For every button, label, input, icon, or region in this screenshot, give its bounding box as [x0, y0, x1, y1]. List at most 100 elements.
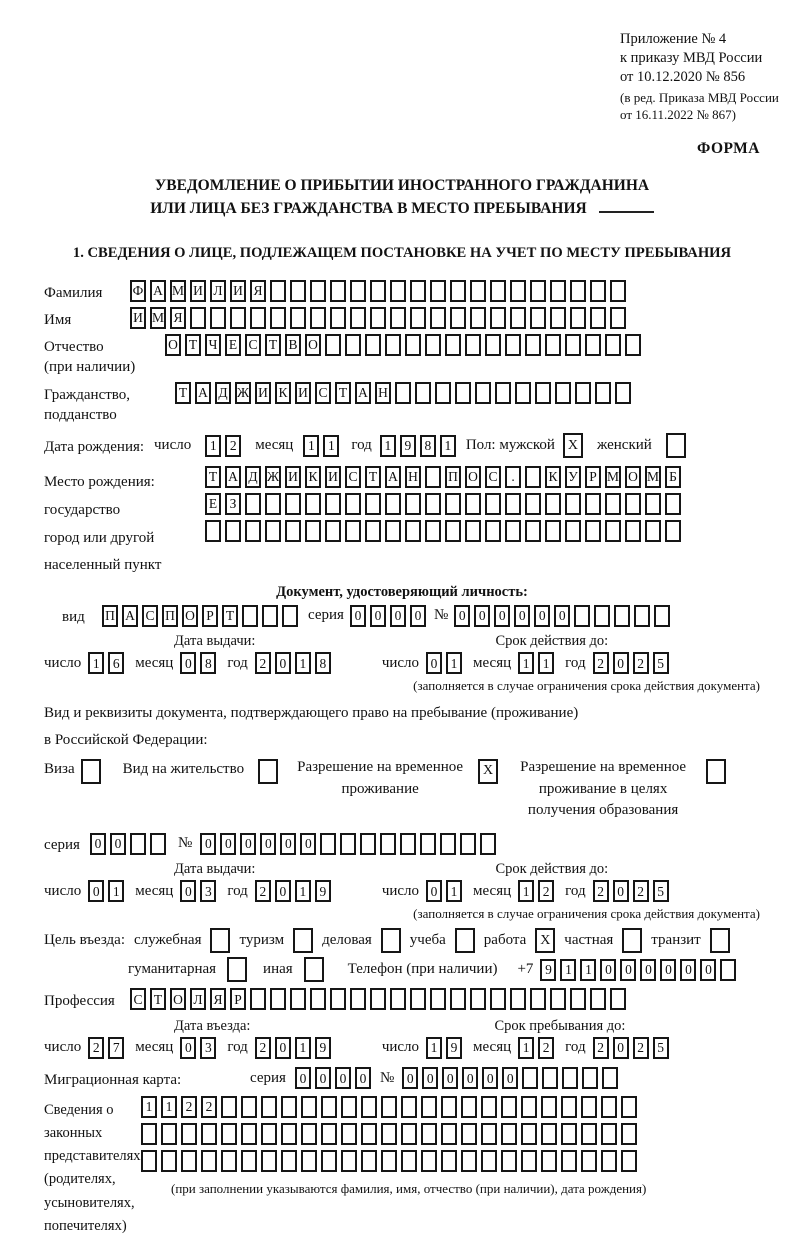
char-cell[interactable]	[582, 1067, 599, 1090]
char-cell[interactable]: П	[162, 604, 178, 627]
char-cell[interactable]: 0	[240, 832, 257, 855]
char-cell[interactable]	[505, 493, 521, 516]
char-cell[interactable]: 2	[538, 1036, 555, 1059]
char-cell[interactable]	[205, 520, 221, 543]
purpose-tourism-checkbox[interactable]	[293, 928, 314, 954]
char-cell[interactable]: 3	[200, 1036, 217, 1059]
char-cell[interactable]: Б	[665, 466, 681, 489]
char-cell[interactable]: 0	[402, 1067, 419, 1090]
char-cell[interactable]	[601, 1149, 617, 1172]
char-cell[interactable]	[330, 988, 346, 1011]
char-cell[interactable]: С	[130, 988, 146, 1011]
char-cell[interactable]	[345, 520, 361, 543]
char-cell[interactable]	[420, 832, 437, 855]
char-cell[interactable]	[562, 1067, 579, 1090]
char-cell[interactable]: 0	[274, 880, 291, 903]
char-cell[interactable]	[602, 1067, 619, 1090]
char-cell[interactable]	[561, 1122, 577, 1145]
char-cell[interactable]: 0	[300, 832, 317, 855]
char-cell[interactable]	[455, 381, 471, 404]
char-cell[interactable]: 1	[323, 434, 340, 457]
char-cell[interactable]	[550, 988, 566, 1011]
char-cell[interactable]: 9	[399, 434, 416, 457]
char-cell[interactable]: 0	[294, 1067, 311, 1090]
char-cell[interactable]: Т	[150, 988, 166, 1011]
char-cell[interactable]: 2	[592, 1036, 609, 1059]
char-cell[interactable]: Л	[210, 279, 226, 302]
char-cell[interactable]	[161, 1149, 177, 1172]
char-cell[interactable]: М	[150, 306, 166, 329]
char-cell[interactable]: 0	[354, 1067, 371, 1090]
char-cell[interactable]	[270, 988, 286, 1011]
char-cell[interactable]	[525, 493, 541, 516]
char-cell[interactable]	[345, 334, 361, 357]
char-cell[interactable]: 0	[612, 880, 629, 903]
char-cell[interactable]	[435, 381, 451, 404]
char-cell[interactable]	[590, 306, 606, 329]
char-cell[interactable]: К	[275, 381, 291, 404]
char-cell[interactable]	[261, 1149, 277, 1172]
char-cell[interactable]: А	[385, 466, 401, 489]
visa-checkbox[interactable]	[80, 758, 101, 784]
char-cell[interactable]: 0	[389, 604, 406, 627]
char-cell[interactable]	[381, 1122, 397, 1145]
char-cell[interactable]	[325, 520, 341, 543]
char-cell[interactable]	[230, 306, 246, 329]
char-cell[interactable]	[465, 520, 481, 543]
char-cell[interactable]: 0	[640, 958, 657, 981]
char-cell[interactable]	[665, 493, 681, 516]
char-cell[interactable]	[130, 832, 146, 855]
char-cell[interactable]	[270, 279, 286, 302]
char-cell[interactable]	[654, 604, 671, 627]
char-cell[interactable]	[495, 381, 511, 404]
char-cell[interactable]	[605, 520, 621, 543]
char-cell[interactable]: М	[645, 466, 661, 489]
char-cell[interactable]	[465, 334, 481, 357]
char-cell[interactable]	[410, 988, 426, 1011]
char-cell[interactable]	[481, 1149, 497, 1172]
char-cell[interactable]	[341, 1149, 357, 1172]
purpose-work-checkbox[interactable]: X	[535, 928, 556, 954]
char-cell[interactable]: 0	[660, 958, 677, 981]
char-cell[interactable]	[440, 832, 457, 855]
char-cell[interactable]: М	[170, 279, 186, 302]
char-cell[interactable]	[390, 279, 406, 302]
char-cell[interactable]: О	[465, 466, 481, 489]
char-cell[interactable]: 1	[446, 880, 463, 903]
char-cell[interactable]: 1	[580, 958, 597, 981]
char-cell[interactable]: Т	[222, 604, 238, 627]
char-cell[interactable]	[485, 493, 501, 516]
char-cell[interactable]	[181, 1149, 197, 1172]
char-cell[interactable]	[530, 306, 546, 329]
char-cell[interactable]	[441, 1095, 457, 1118]
char-cell[interactable]	[282, 604, 298, 627]
char-cell[interactable]	[460, 832, 477, 855]
char-cell[interactable]: 0	[700, 958, 717, 981]
char-cell[interactable]	[570, 988, 586, 1011]
char-cell[interactable]	[250, 988, 266, 1011]
char-cell[interactable]	[141, 1122, 157, 1145]
char-cell[interactable]: 0	[180, 652, 197, 675]
char-cell[interactable]: 0	[220, 832, 237, 855]
char-cell[interactable]	[361, 1149, 377, 1172]
char-cell[interactable]: 7	[108, 1036, 125, 1059]
char-cell[interactable]: Е	[205, 493, 221, 516]
char-cell[interactable]	[241, 1149, 257, 1172]
char-cell[interactable]	[530, 988, 546, 1011]
char-cell[interactable]	[565, 334, 581, 357]
purpose-study-checkbox[interactable]	[454, 928, 475, 954]
char-cell[interactable]	[481, 1122, 497, 1145]
char-cell[interactable]	[270, 306, 286, 329]
char-cell[interactable]	[625, 334, 641, 357]
char-cell[interactable]	[461, 1095, 477, 1118]
char-cell[interactable]	[370, 306, 386, 329]
char-cell[interactable]	[610, 988, 626, 1011]
char-cell[interactable]: 2	[632, 652, 649, 675]
char-cell[interactable]: 2	[254, 652, 271, 675]
char-cell[interactable]: 1	[294, 652, 311, 675]
char-cell[interactable]: 5	[652, 880, 669, 903]
char-cell[interactable]	[470, 279, 486, 302]
char-cell[interactable]: 0	[426, 652, 443, 675]
char-cell[interactable]: Е	[225, 334, 241, 357]
char-cell[interactable]: Т	[365, 466, 381, 489]
